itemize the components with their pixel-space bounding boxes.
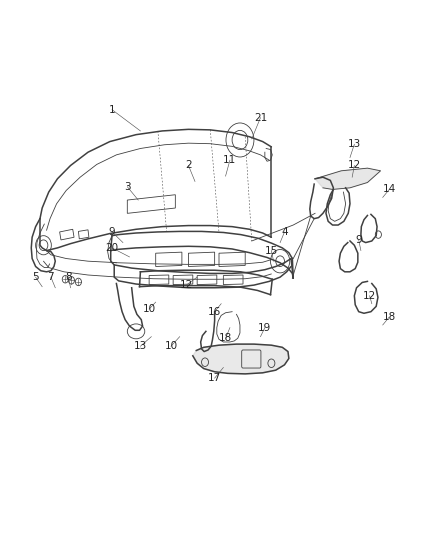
Text: 15: 15	[265, 246, 278, 255]
Text: 12: 12	[348, 160, 361, 171]
Text: 3: 3	[124, 182, 131, 192]
Polygon shape	[193, 344, 289, 374]
Text: 20: 20	[106, 243, 119, 253]
Text: 19: 19	[258, 322, 272, 333]
Text: 2: 2	[185, 160, 192, 171]
Text: 8: 8	[65, 272, 72, 282]
Text: 1: 1	[109, 104, 115, 115]
Text: 13: 13	[348, 139, 361, 149]
Text: 7: 7	[48, 272, 54, 282]
Text: 12: 12	[180, 280, 193, 290]
Text: 5: 5	[32, 272, 39, 282]
Text: 13: 13	[134, 341, 147, 351]
Text: 10: 10	[164, 341, 177, 351]
Text: 4: 4	[281, 227, 288, 237]
Text: 16: 16	[208, 306, 221, 317]
Text: 10: 10	[143, 304, 155, 314]
Text: 9: 9	[109, 227, 115, 237]
Text: 18: 18	[219, 333, 232, 343]
Text: 12: 12	[363, 290, 376, 301]
Text: 18: 18	[383, 312, 396, 322]
Text: 9: 9	[355, 235, 362, 245]
Text: 17: 17	[208, 373, 221, 383]
Text: 21: 21	[254, 112, 267, 123]
Text: 14: 14	[383, 184, 396, 195]
Polygon shape	[315, 168, 381, 189]
Text: 11: 11	[223, 155, 237, 165]
